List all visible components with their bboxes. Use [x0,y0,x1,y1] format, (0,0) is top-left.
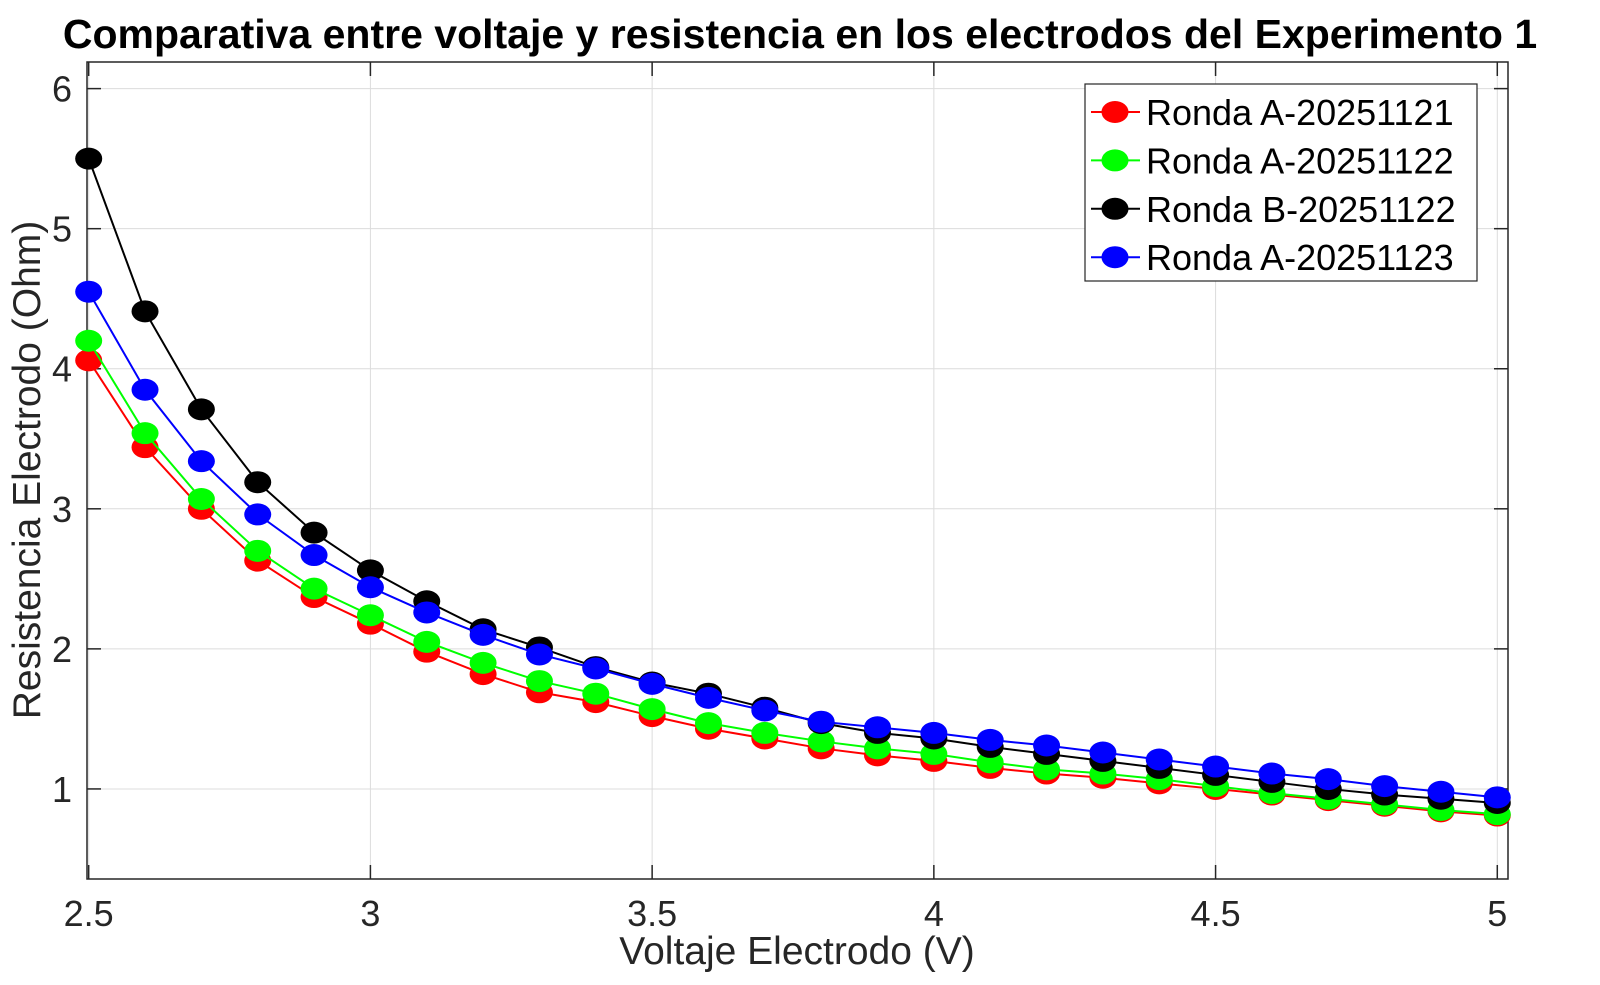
x-tick-label: 5 [1487,893,1507,934]
legend-item: Ronda B-20251122 [1091,189,1456,230]
y-tick-label: 4 [52,349,72,390]
chart-title: Comparativa entre voltaje y resistencia … [63,11,1537,57]
legend-box [1084,83,1478,282]
data-point-marker [1371,775,1399,798]
data-point-marker [751,699,779,722]
series-line [87,291,1498,799]
data-point-marker [300,544,328,567]
data-point-marker [187,450,215,473]
data-point-marker [469,651,497,674]
y-tick-label: 2 [52,629,72,670]
data-point-marker [694,686,722,709]
data-point-marker [469,623,497,646]
x-tick-label: 2.5 [64,893,114,934]
data-point-marker [1033,734,1061,757]
data-point-marker [187,398,215,421]
data-point-marker [1033,758,1061,781]
data-point-marker [413,630,441,653]
data-point-marker [1089,741,1117,764]
data-point-marker [131,422,159,445]
data-point-marker [356,604,384,627]
data-point-marker [1258,762,1286,785]
data-point-marker [300,521,328,544]
data-point-marker [244,539,272,562]
y-tick-label: 3 [52,489,72,530]
data-point-marker [356,576,384,599]
data-point-marker [638,672,666,695]
data-point-marker [1314,768,1342,791]
data-point-marker [75,147,103,170]
data-point-marker [694,712,722,735]
data-point-marker [413,601,441,624]
data-point-marker [244,471,272,494]
data-point-marker [864,737,892,760]
legend-entry-label: Ronda A-20251123 [1146,237,1454,278]
data-point-marker [807,710,835,733]
legend-entry-label: Ronda A-20251122 [1146,140,1454,181]
data-point-marker [300,577,328,600]
data-point-marker [244,503,272,526]
legend-entry-label: Ronda B-20251122 [1146,189,1456,230]
y-tick-label: 6 [52,69,72,110]
legend-marker [1101,197,1129,220]
data-point-marker [582,682,610,705]
y-tick-label: 1 [52,769,72,810]
legend-item: Ronda A-20251122 [1091,140,1454,181]
data-point-marker [976,751,1004,774]
data-point-marker [1427,780,1455,803]
x-tick-label: 4 [924,893,944,934]
data-point-marker [525,670,553,693]
legend-entry-label: Ronda A-20251121 [1146,92,1454,133]
data-point-marker [976,728,1004,751]
data-point-marker [75,329,103,352]
legend-marker [1101,149,1129,172]
data-point-marker [525,643,553,666]
data-point-marker [1202,755,1230,778]
legend-marker [1101,101,1129,123]
axes-box [86,61,1509,880]
legend-item: Ronda A-20251123 [1091,237,1454,278]
data-point-marker [75,280,103,303]
data-point-marker [1145,748,1173,771]
data-point-marker [920,721,948,744]
x-axis-label: Voltaje Electrodo (V) [619,930,975,973]
x-tick-label: 4.5 [1191,893,1241,934]
legend-item: Ronda A-20251121 [1091,92,1454,133]
data-point-marker [920,742,948,765]
data-point-marker [638,698,666,721]
data-point-marker [131,378,159,401]
data-point-marker [864,716,892,739]
data-point-marker [131,300,159,323]
y-axis-label: Resistencia Electrodo (Ohm) [6,221,49,720]
data-point-marker [751,721,779,744]
data-point-marker [1483,786,1511,809]
y-tick-label: 5 [52,209,72,250]
data-point-marker [356,559,384,582]
series-line [87,359,1498,817]
x-tick-label: 3 [360,893,380,934]
data-point-marker [187,488,215,511]
legend-marker [1101,246,1129,269]
data-point-marker [75,349,103,372]
plot-area: 2.5 3 3.5 4 4.5 5 1 2 3 4 5 6 Ronda A-20251121 Ronda … [52,61,1511,934]
data-point-marker [807,730,835,753]
data-point-marker [582,657,610,680]
x-tick-label: 3.5 [627,893,677,934]
